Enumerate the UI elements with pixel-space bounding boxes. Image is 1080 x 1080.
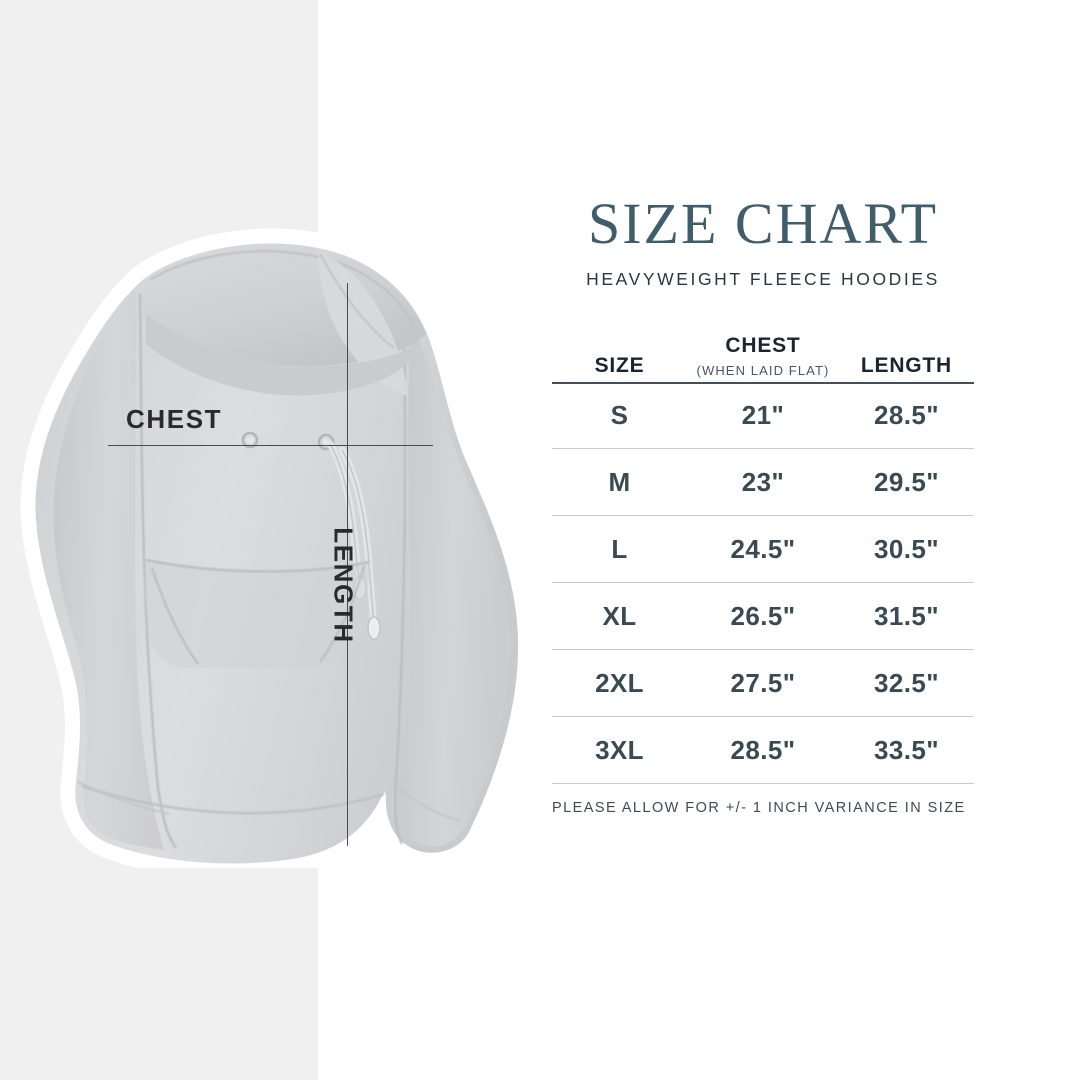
- cell-chest: 21": [687, 382, 839, 449]
- cell-chest: 24.5": [687, 515, 839, 583]
- table-row: M 23" 29.5": [552, 448, 974, 516]
- cell-size: 2XL: [552, 649, 688, 717]
- size-table: SIZE CHEST (WHEN LAID FLAT) LENGTH S 21"…: [552, 333, 974, 784]
- chest-measurement-label: CHEST: [126, 404, 223, 434]
- table-header-row: SIZE CHEST (WHEN LAID FLAT) LENGTH: [552, 333, 974, 384]
- hoodie-product-image: [18, 168, 530, 868]
- cell-length: 29.5": [838, 448, 974, 516]
- cell-chest: 23": [687, 448, 839, 516]
- column-header-length-label: LENGTH: [860, 353, 953, 377]
- cell-size: 3XL: [552, 716, 688, 784]
- length-measurement-label: LENGTH: [328, 527, 359, 644]
- cell-size: L: [552, 515, 688, 583]
- column-header-length: LENGTH: [838, 333, 974, 384]
- cell-length: 28.5": [838, 382, 974, 449]
- table-row: S 21" 28.5": [552, 382, 974, 449]
- page-subtitle: HEAVYWEIGHT FLEECE HOODIES: [586, 268, 940, 289]
- cell-length: 32.5": [838, 649, 974, 717]
- cell-size: M: [552, 448, 688, 516]
- cell-chest: 28.5": [687, 716, 839, 784]
- cell-chest: 27.5": [687, 649, 839, 717]
- cell-length: 33.5": [838, 716, 974, 784]
- length-measurement-line: [347, 283, 348, 846]
- chest-measurement-line: [108, 445, 433, 446]
- cell-size: XL: [552, 582, 688, 650]
- table-body: S 21" 28.5" M 23" 29.5" L 24.5" 30.5" XL…: [552, 382, 974, 784]
- column-header-chest: CHEST (WHEN LAID FLAT): [687, 333, 839, 384]
- variance-footnote: PLEASE ALLOW FOR +/- 1 INCH VARIANCE IN …: [552, 799, 966, 816]
- cell-length: 30.5": [838, 515, 974, 583]
- table-row: 2XL 27.5" 32.5": [552, 649, 974, 717]
- column-header-chest-label: CHEST: [725, 333, 801, 357]
- cell-chest: 26.5": [687, 582, 839, 650]
- table-row: 3XL 28.5" 33.5": [552, 716, 974, 784]
- table-row: L 24.5" 30.5": [552, 515, 974, 583]
- cell-length: 31.5": [838, 582, 974, 650]
- cell-size: S: [552, 382, 688, 449]
- page-title: SIZE CHART: [587, 191, 939, 256]
- column-header-chest-note: (WHEN LAID FLAT): [696, 362, 830, 378]
- table-row: XL 26.5" 31.5": [552, 582, 974, 650]
- column-header-size: SIZE: [552, 333, 688, 384]
- table-header: SIZE CHEST (WHEN LAID FLAT) LENGTH: [552, 333, 974, 384]
- size-chart-panel: SIZE CHART HEAVYWEIGHT FLEECE HOODIES SI…: [552, 191, 974, 816]
- column-header-size-label: SIZE: [594, 353, 645, 377]
